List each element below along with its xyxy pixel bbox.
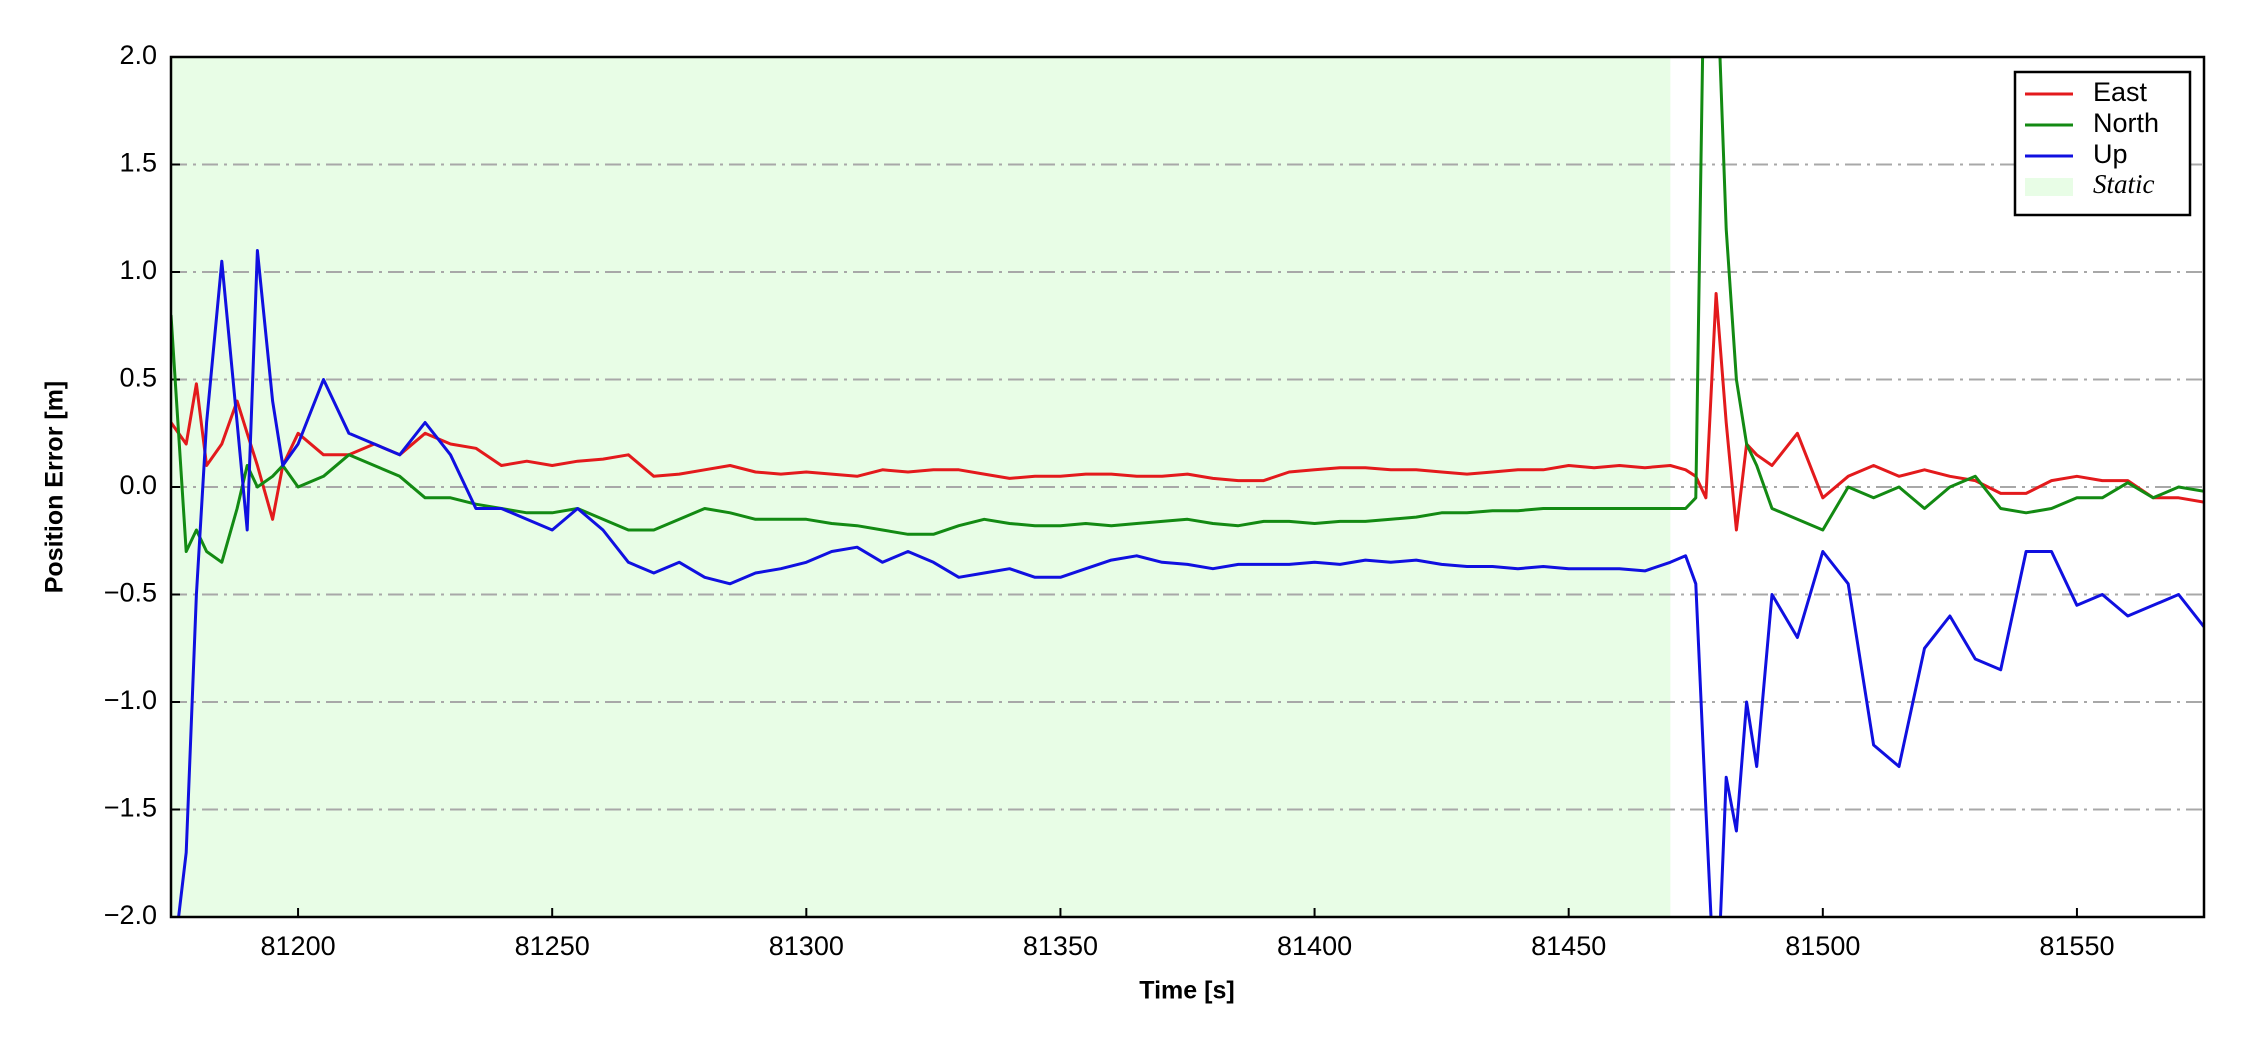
series-line [171, 57, 2204, 564]
x-tick-label: 81300 [769, 931, 844, 961]
y-tick-label: 1.0 [119, 255, 157, 285]
plot-frame [169, 55, 2206, 919]
legend-label: Static [2093, 169, 2155, 199]
y-axis-label: Position Error [m] [41, 381, 69, 594]
y-tick-label: −1.5 [104, 793, 157, 823]
x-tick-label: 81400 [1277, 931, 1352, 961]
y-tick-label: 2.0 [119, 40, 157, 70]
series-line [177, 249, 2204, 917]
x-tick-label: 81200 [261, 931, 336, 961]
legend-label: East [2093, 77, 2148, 107]
y-tick-label: 0.5 [119, 363, 157, 393]
legend-label: North [2093, 108, 2159, 138]
series-line [171, 292, 2204, 532]
x-tick-label: 81500 [1785, 931, 1860, 961]
y-tick-label: −1.0 [104, 685, 157, 715]
y-tick-label: 1.5 [119, 148, 157, 178]
legend-swatch [2025, 178, 2073, 196]
legend-label: Up [2093, 139, 2128, 169]
x-tick-label: 81550 [2039, 931, 2114, 961]
x-axis-label: Time [s] [1139, 977, 1234, 1005]
y-tick-label: −0.5 [104, 578, 157, 608]
x-tick-label: 81450 [1531, 931, 1606, 961]
y-tick-label: 0.0 [119, 470, 157, 500]
x-tick-label: 81250 [515, 931, 590, 961]
y-tick-label: −2.0 [104, 900, 157, 930]
x-tick-label: 81350 [1023, 931, 1098, 961]
